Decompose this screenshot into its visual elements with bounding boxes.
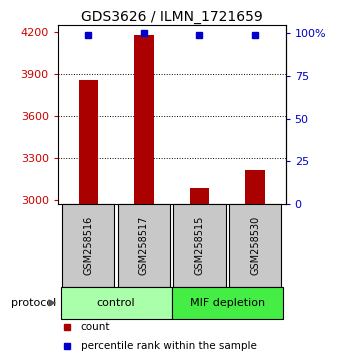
Text: GSM258516: GSM258516 bbox=[83, 216, 94, 275]
Title: GDS3626 / ILMN_1721659: GDS3626 / ILMN_1721659 bbox=[81, 10, 262, 24]
Text: GSM258530: GSM258530 bbox=[250, 216, 260, 275]
Text: control: control bbox=[97, 298, 135, 308]
Bar bbox=[118, 204, 170, 287]
Text: MIF depletion: MIF depletion bbox=[190, 298, 265, 308]
Text: percentile rank within the sample: percentile rank within the sample bbox=[81, 341, 256, 351]
Text: count: count bbox=[81, 321, 110, 332]
Bar bbox=[245, 170, 265, 204]
Bar bbox=[134, 35, 154, 204]
Text: GSM258515: GSM258515 bbox=[194, 216, 204, 275]
Bar bbox=[173, 204, 226, 287]
Bar bbox=[172, 287, 283, 319]
Text: GSM258517: GSM258517 bbox=[139, 216, 149, 275]
Bar bbox=[62, 204, 115, 287]
Bar bbox=[79, 80, 98, 204]
Bar bbox=[61, 287, 172, 319]
Text: protocol: protocol bbox=[11, 298, 56, 308]
Bar bbox=[190, 188, 209, 204]
Bar bbox=[229, 204, 281, 287]
